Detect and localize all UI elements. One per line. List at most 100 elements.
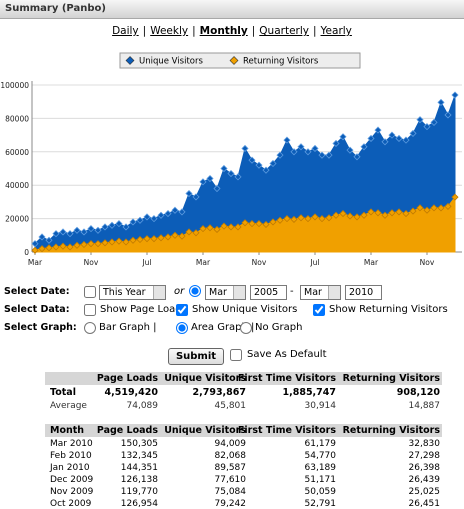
link-separator: | <box>251 25 256 37</box>
period-link[interactable]: Quarterly <box>259 25 309 37</box>
point-marker <box>115 220 123 228</box>
point-marker <box>150 215 158 223</box>
point-marker <box>318 215 326 223</box>
graph-option-label: Area Graph | <box>191 322 255 333</box>
point-marker <box>437 204 445 212</box>
point-marker <box>444 111 452 119</box>
save-default-checkbox[interactable] <box>230 349 242 361</box>
point-marker <box>346 146 354 154</box>
data-checkbox[interactable] <box>84 304 96 316</box>
range-checkbox[interactable] <box>84 286 96 298</box>
period-link[interactable]: Monthly <box>199 25 248 37</box>
from-year-input[interactable]: 2005 <box>250 285 287 300</box>
column-header: Page Loads <box>96 373 158 384</box>
point-marker <box>248 220 256 228</box>
column-header: First Time Visitors <box>237 373 336 384</box>
graph-radio[interactable] <box>84 322 96 334</box>
month-cell: 52,791 <box>304 499 337 509</box>
point-marker <box>94 240 102 248</box>
point-marker <box>409 129 417 137</box>
y-tick-label: 80000 <box>5 114 29 123</box>
month-cell: 26,439 <box>408 475 441 485</box>
table-header-bar <box>45 424 442 437</box>
to-month-select[interactable]: Mar <box>300 285 341 300</box>
month-cell: 54,770 <box>304 451 337 461</box>
month-cell: 77,610 <box>214 475 247 485</box>
summary-cell: Total <box>50 387 76 398</box>
legend-label: Unique Visitors <box>139 57 203 67</box>
period-link[interactable]: Daily <box>112 25 139 37</box>
point-marker <box>262 220 270 229</box>
column-header: Page Loads <box>96 425 158 436</box>
point-marker <box>164 210 172 218</box>
data-checkbox[interactable] <box>176 304 188 316</box>
y-tick-label: 100000 <box>0 81 29 90</box>
x-tick-label: Nov <box>420 258 435 267</box>
point-marker <box>451 91 459 99</box>
month-cell: 82,068 <box>214 451 247 461</box>
month-cell: Nov 2009 <box>50 487 94 497</box>
point-marker <box>234 223 242 231</box>
to-year-input[interactable]: 2010 <box>345 285 382 300</box>
custom-radio[interactable] <box>189 285 201 297</box>
y-tick-label: 60000 <box>5 148 29 157</box>
range-select[interactable]: This Year <box>99 285 166 300</box>
point-marker <box>269 218 277 226</box>
point-marker <box>73 226 81 234</box>
x-tick-label: Jul <box>141 258 151 267</box>
point-marker <box>423 206 431 214</box>
column-header: Returning Visitors <box>342 425 440 436</box>
point-marker <box>101 239 109 247</box>
month-cell: 61,179 <box>304 439 337 449</box>
from-month-select[interactable]: Mar <box>205 285 246 300</box>
month-cell: 126,138 <box>120 475 158 485</box>
point-marker <box>311 144 319 153</box>
point-marker <box>66 243 74 251</box>
column-header: Month <box>50 425 85 436</box>
month-cell: 51,171 <box>304 475 337 485</box>
period-link[interactable]: Yearly <box>320 25 352 37</box>
month-cell: 126,954 <box>120 499 158 509</box>
point-marker <box>213 225 221 234</box>
submit-button[interactable]: Submit <box>168 348 224 365</box>
point-marker <box>87 240 95 248</box>
point-marker <box>374 209 382 217</box>
point-marker <box>31 246 39 254</box>
period-link[interactable]: Weekly <box>150 25 189 37</box>
y-tick-label: 0 <box>24 248 29 257</box>
point-marker <box>283 136 291 144</box>
point-marker <box>444 202 452 210</box>
point-marker <box>73 241 81 249</box>
data-checkbox[interactable] <box>313 304 325 316</box>
point-marker <box>360 143 368 151</box>
month-cell: Dec 2009 <box>50 475 94 485</box>
point-marker <box>164 233 172 241</box>
point-marker <box>325 214 333 222</box>
point-marker <box>45 236 53 244</box>
dash-text: - <box>290 286 294 297</box>
legend-marker <box>229 56 239 65</box>
point-marker <box>80 228 88 236</box>
x-tick-label: Nov <box>84 258 99 267</box>
point-marker <box>402 136 410 144</box>
link-separator: | <box>192 25 196 37</box>
point-marker <box>206 174 214 183</box>
link-separator: | <box>142 25 147 37</box>
point-marker <box>276 216 284 224</box>
point-marker <box>227 223 235 231</box>
point-marker <box>52 243 60 251</box>
graph-radio[interactable] <box>176 322 188 334</box>
field-label: Select Data: <box>4 304 70 315</box>
point-marker <box>143 235 151 243</box>
point-marker <box>108 238 116 246</box>
point-marker <box>451 193 459 201</box>
point-marker <box>178 232 186 240</box>
legend-label: Returning Visitors <box>243 57 319 67</box>
point-marker <box>276 151 284 159</box>
column-header: Unique Visitors <box>164 373 246 384</box>
month-cell: 132,345 <box>120 451 158 461</box>
graph-radio[interactable] <box>240 322 252 334</box>
month-cell: 50,059 <box>304 487 337 497</box>
summary-cell: 45,801 <box>214 401 247 411</box>
data-option-label: Show Unique Visitors <box>192 304 298 315</box>
